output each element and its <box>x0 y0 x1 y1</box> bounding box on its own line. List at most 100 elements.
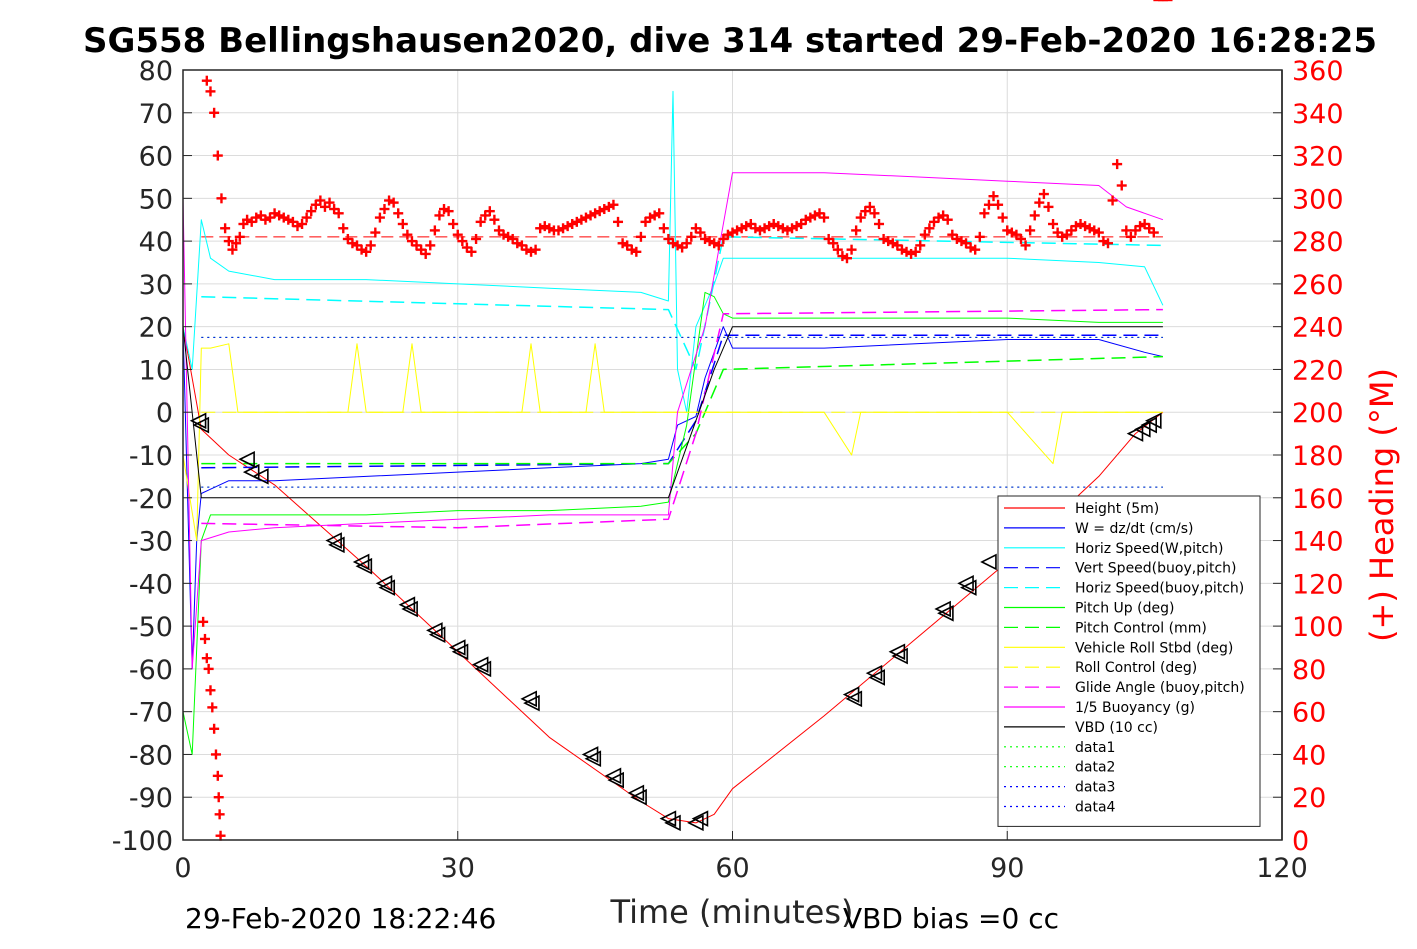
heading-marker <box>970 244 981 255</box>
heading-marker <box>1034 197 1045 208</box>
triangle-marker <box>451 643 469 661</box>
triangle-marker <box>398 596 416 614</box>
heading-marker <box>1112 159 1123 170</box>
triangle-marker <box>937 604 954 622</box>
heading-marker <box>315 195 326 206</box>
y-tick-label: -20 <box>129 484 173 515</box>
y-tick-label: 50 <box>139 184 173 215</box>
heading-marker <box>942 214 953 225</box>
y-tick-label: 20 <box>139 313 173 344</box>
y-right-tick-label: 240 <box>1292 313 1344 344</box>
heading-marker <box>370 227 381 238</box>
heading-marker <box>207 702 218 713</box>
heading-marker <box>216 193 227 204</box>
triangle-marker <box>189 412 207 430</box>
triangle-marker <box>471 656 489 673</box>
y-tick-label: 60 <box>139 142 173 173</box>
heading-marker <box>613 216 624 227</box>
triangle-marker <box>627 784 645 802</box>
series-layer <box>182 0 1173 841</box>
legend-entry-label: VBD (10 cc) <box>1075 720 1158 736</box>
heading-marker <box>846 244 857 255</box>
heading-marker <box>1048 219 1059 229</box>
heading-marker <box>448 219 459 229</box>
heading-marker <box>201 75 212 86</box>
heading-marker <box>841 253 852 264</box>
heading-marker <box>361 246 372 257</box>
heading-marker <box>212 770 223 781</box>
heading-marker <box>658 223 669 234</box>
triangle-marker <box>865 664 883 682</box>
series-line-glide_angle <box>201 308 1163 529</box>
heading-marker <box>297 219 308 229</box>
triangle-marker <box>242 463 260 481</box>
triangle-marker <box>352 553 370 571</box>
heading-marker <box>429 225 440 236</box>
heading-marker <box>205 685 216 696</box>
heading-marker <box>974 231 985 242</box>
heading-marker <box>828 238 839 249</box>
heading-marker <box>379 204 390 215</box>
triangle-marker <box>888 643 906 661</box>
legend-entry-label: Vert Speed(buoy,pitch) <box>1075 561 1237 577</box>
y-tick-label: 70 <box>139 99 173 130</box>
x-axis-label: Time (minutes) <box>610 893 854 931</box>
heading-marker <box>915 240 926 251</box>
footer-vbd-bias: VBD bias =0 cc <box>843 902 1059 935</box>
triangle-marker <box>252 468 269 485</box>
triangle-marker <box>355 557 373 575</box>
heading-marker <box>1102 238 1113 249</box>
y-tick-label: 10 <box>139 355 173 386</box>
axes <box>182 69 1283 841</box>
series-line-buoyancy <box>182 172 1164 670</box>
triangle-marker <box>581 746 599 763</box>
triangle-marker <box>378 579 396 596</box>
heading-marker <box>420 248 431 259</box>
series-line-horiz_speed_buoy <box>201 236 1163 371</box>
heading-marker <box>466 246 477 257</box>
heading-marker <box>231 238 242 249</box>
heading-marker <box>713 240 724 251</box>
heading-marker <box>489 214 500 225</box>
heading-marker <box>864 201 875 212</box>
triangle-marker <box>607 771 624 789</box>
triangle-marker <box>325 532 342 549</box>
heading-marker <box>869 208 880 219</box>
y-tick-label: -70 <box>129 698 173 729</box>
heading-marker <box>1043 201 1054 212</box>
triangle-marker <box>192 416 210 434</box>
heading-marker <box>201 653 212 664</box>
legend-entry-label: W = dz/dt (cm/s) <box>1075 521 1194 537</box>
legend-entry-label: Vehicle Roll Stbd (deg) <box>1075 640 1233 656</box>
heading-marker <box>654 208 665 219</box>
heading-marker <box>223 236 234 247</box>
legend-entry-label: 1/5 Buoyancy (g) <box>1075 700 1195 716</box>
triangle-marker <box>1144 412 1162 430</box>
y-tick-label: -80 <box>129 740 173 771</box>
heading-marker <box>214 809 225 820</box>
heading-marker <box>388 197 399 208</box>
legend-entry-label: Roll Control (deg) <box>1075 660 1197 676</box>
heading-marker <box>695 227 706 238</box>
heading-marker <box>1025 225 1036 236</box>
heading-marker <box>1116 180 1127 191</box>
heading-marker <box>338 223 349 234</box>
heading-marker <box>979 208 990 219</box>
triangle-marker <box>375 575 393 592</box>
heading-marker <box>631 246 642 257</box>
y-tick-label: 30 <box>139 270 173 301</box>
x-tick-label: 60 <box>715 853 749 884</box>
heading-marker <box>1015 233 1026 244</box>
heading-marker <box>983 199 994 210</box>
triangle-marker <box>868 669 886 686</box>
triangle-marker <box>959 579 977 596</box>
heading-marker <box>234 231 245 242</box>
heading-marker <box>210 749 221 760</box>
triangle-marker <box>845 690 863 708</box>
y-right-tick-label: 220 <box>1292 355 1344 386</box>
legend: Height (5m) W = dz/dt (cm/s) Horiz Speed(W… <box>997 495 1261 827</box>
legend-entry-label: data2 <box>1075 760 1115 776</box>
x-tick-label: 120 <box>1256 853 1308 884</box>
x-tick-label: 0 <box>174 853 191 884</box>
